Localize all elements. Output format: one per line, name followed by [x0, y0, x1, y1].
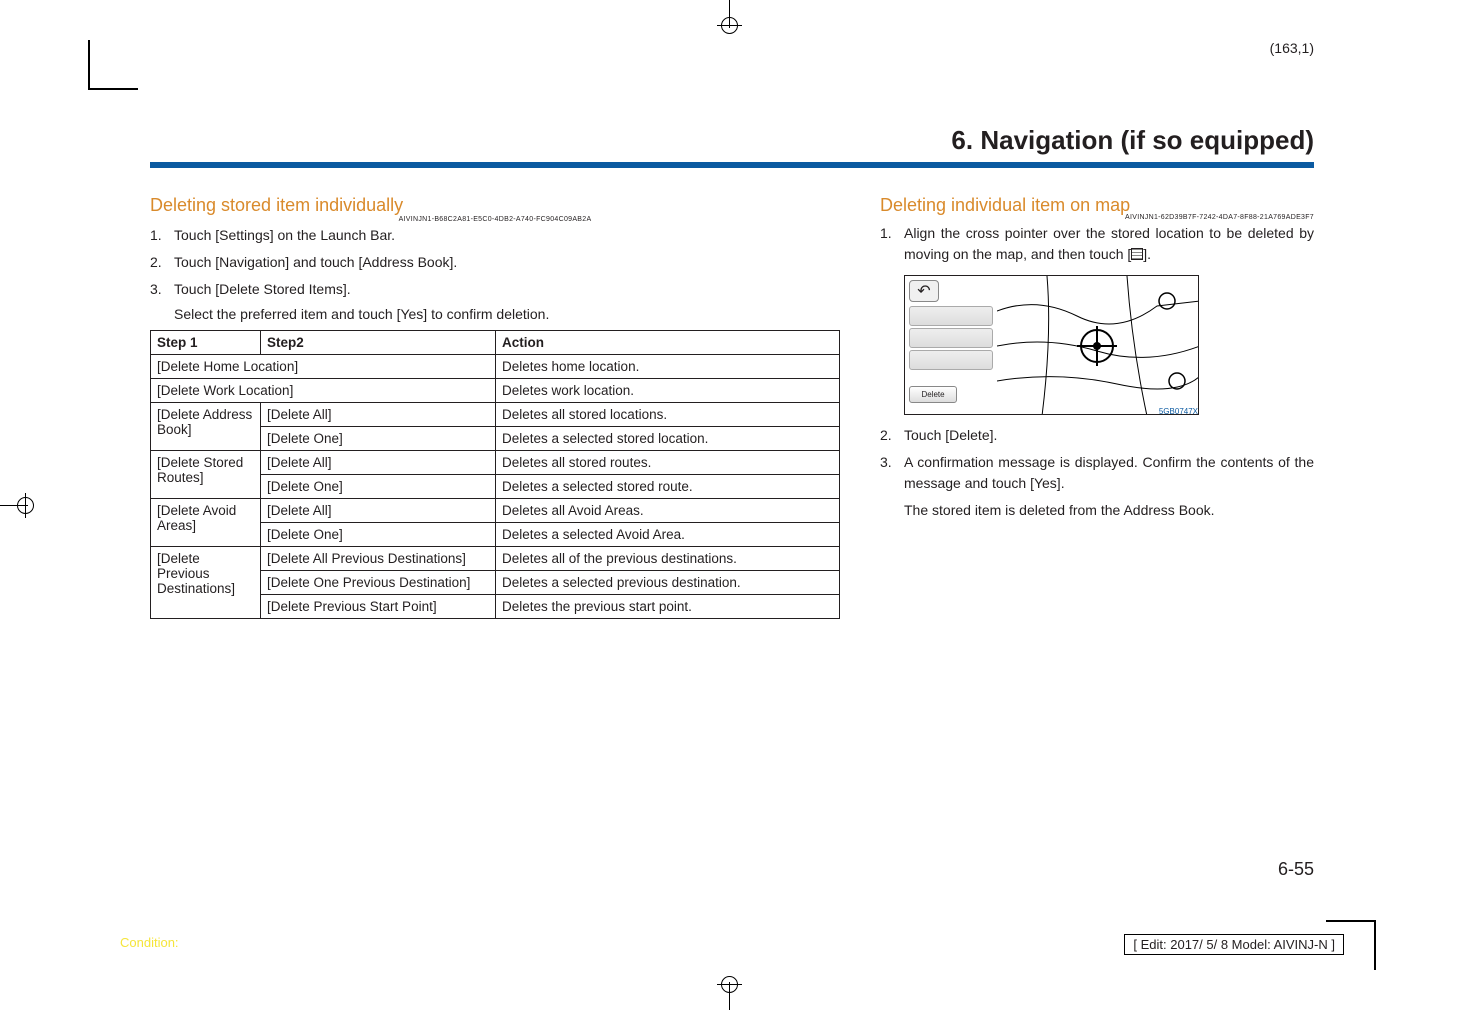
table-cell: Deletes the previous start point. — [496, 595, 840, 619]
steps-list: 1.Touch [Settings] on the Launch Bar. 2.… — [150, 225, 840, 300]
frame-corner — [88, 40, 90, 90]
figure-code: 5GB0747X — [1157, 407, 1199, 415]
table-cell: [Delete All Previous Destinations] — [261, 547, 496, 571]
table-cell: [Delete Home Location] — [151, 355, 496, 379]
table-cell: Deletes a selected stored location. — [496, 427, 840, 451]
step-text: Touch [Delete]. — [904, 425, 1314, 446]
step-number: 3. — [880, 452, 904, 494]
step-text: Align the cross pointer over the stored … — [904, 223, 1314, 265]
table-cell: [Delete Previous Start Point] — [261, 595, 496, 619]
list-row — [909, 306, 993, 326]
step-text: Touch [Settings] on the Launch Bar. — [174, 225, 840, 246]
text-fragment: Align the cross pointer over the stored … — [904, 225, 1314, 262]
table-cell: Deletes all stored routes. — [496, 451, 840, 475]
column-left: Deleting stored item individually AIVINJ… — [150, 195, 840, 619]
table-cell: Deletes all of the previous destinations… — [496, 547, 840, 571]
table-cell: Deletes all Avoid Areas. — [496, 499, 840, 523]
section-id: AIVINJN1-B68C2A81-E5C0-4DB2-A740-FC904C0… — [150, 216, 840, 223]
edit-info: [ Edit: 2017/ 5/ 8 Model: AIVINJ-N ] — [1124, 934, 1344, 955]
list-row — [909, 328, 993, 348]
crop-mark — [721, 17, 738, 34]
frame-corner — [1326, 920, 1376, 922]
table-cell: [Delete One] — [261, 475, 496, 499]
table-cell: Deletes a selected Avoid Area. — [496, 523, 840, 547]
table-cell: Deletes home location. — [496, 355, 840, 379]
menu-icon — [1131, 248, 1143, 260]
table-cell: [Delete One] — [261, 427, 496, 451]
table-cell: [Delete Previous Destinations] — [151, 547, 261, 619]
table-cell: [Delete Work Location] — [151, 379, 496, 403]
step-number: 1. — [150, 225, 174, 246]
table-cell: [Delete Address Book] — [151, 403, 261, 451]
crop-mark — [721, 976, 738, 993]
step-number: 1. — [880, 223, 904, 265]
step-text: A confirmation message is displayed. Con… — [904, 452, 1314, 494]
table-cell: [Delete One Previous Destination] — [261, 571, 496, 595]
back-icon: ↶ — [909, 280, 939, 302]
list-row — [909, 350, 993, 370]
frame-corner — [1374, 920, 1376, 970]
steps-list: 2.Touch [Delete]. 3.A confirmation messa… — [880, 425, 1314, 494]
table-cell: Deletes a selected stored route. — [496, 475, 840, 499]
step-extra: Select the preferred item and touch [Yes… — [174, 306, 840, 322]
table-cell: [Delete All] — [261, 403, 496, 427]
section-heading: Deleting individual item on map — [880, 195, 1314, 216]
condition-label: Condition: — [120, 935, 179, 950]
table-cell: [Delete All] — [261, 499, 496, 523]
table-cell: Deletes a selected previous destination. — [496, 571, 840, 595]
page-coord: (163,1) — [1270, 40, 1314, 56]
chapter-title: 6. Navigation (if so equipped) — [951, 125, 1314, 156]
step-number: 2. — [150, 252, 174, 273]
delete-button: Delete — [909, 386, 957, 403]
table-cell: Deletes work location. — [496, 379, 840, 403]
section-heading: Deleting stored item individually — [150, 195, 840, 216]
step-text: Touch [Navigation] and touch [Address Bo… — [174, 252, 840, 273]
table-header: Step2 — [261, 331, 496, 355]
frame-corner — [88, 88, 138, 90]
table-cell: [Delete Stored Routes] — [151, 451, 261, 499]
page-number: 6-55 — [1278, 859, 1314, 880]
map-figure: ↶ Delete 5GB0747X — [904, 275, 1199, 415]
title-underline — [150, 162, 1314, 168]
step-number: 3. — [150, 279, 174, 300]
column-right: Deleting individual item on map AIVINJN1… — [880, 195, 1314, 619]
content: Deleting stored item individually AIVINJ… — [150, 195, 1314, 619]
crop-mark — [17, 497, 34, 514]
table-header: Step 1 — [151, 331, 261, 355]
table-cell: [Delete All] — [261, 451, 496, 475]
table-cell: Deletes all stored locations. — [496, 403, 840, 427]
step-extra: The stored item is deleted from the Addr… — [904, 500, 1314, 521]
table-cell: [Delete Avoid Areas] — [151, 499, 261, 547]
steps-list: 1. Align the cross pointer over the stor… — [880, 223, 1314, 265]
step-text: Touch [Delete Stored Items]. — [174, 279, 840, 300]
map-illustration — [997, 276, 1199, 415]
table-header: Action — [496, 331, 840, 355]
delete-table: Step 1 Step2 Action [Delete Home Locatio… — [150, 330, 840, 619]
step-number: 2. — [880, 425, 904, 446]
text-fragment: ]. — [1143, 246, 1151, 262]
table-cell: [Delete One] — [261, 523, 496, 547]
